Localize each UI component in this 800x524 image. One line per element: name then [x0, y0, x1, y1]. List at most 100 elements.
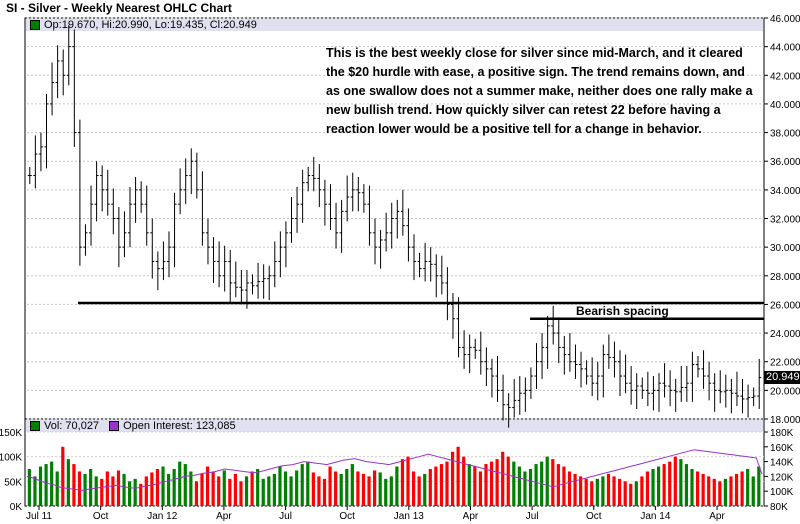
volume-bar	[367, 476, 371, 506]
volume-bar	[278, 466, 282, 506]
volume-bar	[417, 476, 421, 506]
volume-bar	[89, 469, 93, 506]
volume-bar	[450, 451, 455, 506]
volume-bar	[339, 473, 343, 506]
volume-bar	[33, 476, 37, 506]
volume-tick-label: 100K	[0, 453, 22, 464]
ohlc-readout: Op:19.670, Hi:20.990, Lo:19.435, Cl:20.9…	[44, 19, 257, 31]
price-axis: 18.000 20.000 22.000 24.000 26.000 28.000 30.0…	[764, 14, 800, 426]
volume-bar	[562, 466, 566, 506]
price-tick-label: 24.000	[770, 329, 800, 340]
volume-bar	[111, 476, 115, 506]
ohlc-bars	[27, 25, 762, 428]
volume-bar	[395, 466, 399, 506]
volume-bar	[584, 478, 588, 506]
volume-bar	[122, 473, 126, 506]
volume-bar	[534, 464, 538, 506]
volume-bar	[623, 481, 627, 506]
volume-bar	[467, 464, 471, 506]
volume-bar	[656, 466, 661, 506]
x-tick-label: Jan 13	[394, 511, 424, 522]
volume-bar	[306, 461, 310, 506]
volume-bar	[634, 481, 638, 506]
volume-bar	[166, 473, 171, 506]
volume-bar	[27, 469, 31, 506]
volume-bar	[128, 481, 132, 506]
volume-bar	[322, 478, 327, 506]
volume-bar	[328, 466, 332, 506]
price-tick-label: 46.000	[770, 14, 800, 25]
volume-bar	[161, 466, 165, 506]
volume-bar	[645, 471, 650, 506]
volume-bar	[690, 469, 694, 506]
volume-bar	[77, 471, 82, 506]
volume-bar	[400, 459, 405, 506]
x-tick-label: Jan 14	[640, 511, 670, 522]
volume-bar	[723, 478, 728, 506]
price-tick-label: 44.000	[770, 43, 800, 54]
volume-bar	[217, 476, 221, 506]
volume-bar	[545, 456, 549, 506]
price-tick-label: 38.000	[770, 129, 800, 140]
vol-readout: Vol: 70,027	[44, 420, 100, 432]
volume-bar	[267, 476, 271, 506]
x-axis: Jul 11 Oct Jan 12 Apr Jul Oct Jan 13 Apr Jul Oct J…	[26, 506, 725, 522]
volume-bar	[729, 476, 733, 506]
volume-bar	[300, 464, 304, 506]
volume-bar	[528, 469, 533, 506]
oi-tick-label: 120K	[770, 472, 794, 483]
volume-bar	[707, 476, 711, 506]
volume-bar	[178, 461, 182, 506]
volume-bar	[261, 478, 265, 506]
volume-bar	[289, 476, 293, 506]
volume-bar	[200, 473, 204, 506]
volume-bar	[684, 464, 689, 506]
volume-bar	[495, 459, 499, 506]
volume-bar	[423, 473, 427, 506]
volume-bar	[144, 476, 148, 506]
commentary-text: This is the best weekly close for silver…	[326, 46, 753, 136]
price-tick-label: 36.000	[770, 157, 800, 168]
volume-bar	[590, 481, 594, 506]
x-tick-label: Apr	[463, 511, 479, 522]
price-tick-label: 40.000	[770, 100, 800, 111]
price-tick-label: 32.000	[770, 215, 800, 226]
volume-bar	[445, 461, 449, 506]
volume-bar	[172, 469, 176, 506]
volume-bar	[668, 461, 672, 506]
volume-bar	[512, 461, 516, 506]
x-tick-label: Apr	[709, 511, 725, 522]
volume-bar	[233, 473, 238, 506]
volume-bar	[517, 466, 521, 506]
volume-bar	[679, 459, 683, 506]
x-tick-label: Jul	[526, 511, 539, 522]
price-tick-label: 42.000	[770, 71, 800, 82]
volume-bar	[272, 473, 276, 506]
volume-bar	[501, 451, 505, 506]
price-header-band	[26, 19, 763, 31]
volume-bar	[155, 469, 160, 506]
price-tick-label: 28.000	[770, 272, 800, 283]
x-tick-label: Jan 12	[147, 511, 177, 522]
volume-bar	[94, 476, 98, 506]
volume-bar	[695, 471, 700, 506]
volume-bar	[734, 473, 739, 506]
volume-bar	[712, 478, 716, 506]
volume-bar	[334, 471, 338, 506]
chart-title: SI - Silver - Weekly Nearest OHLC Chart	[6, 1, 232, 15]
oi-swatch-icon	[109, 421, 120, 431]
volume-bar	[606, 473, 611, 506]
volume-bar	[523, 471, 527, 506]
volume-bar	[250, 471, 254, 506]
volume-bar	[139, 483, 143, 506]
volume-bar	[38, 466, 43, 506]
x-tick-label: Oct	[339, 511, 355, 522]
x-tick-label: Oct	[93, 511, 109, 522]
volume-bar	[44, 464, 48, 506]
price-tick-label: 22.000	[770, 358, 800, 369]
volume-bar	[356, 471, 360, 506]
volume-bar	[378, 472, 382, 506]
volume-bar	[239, 481, 243, 506]
